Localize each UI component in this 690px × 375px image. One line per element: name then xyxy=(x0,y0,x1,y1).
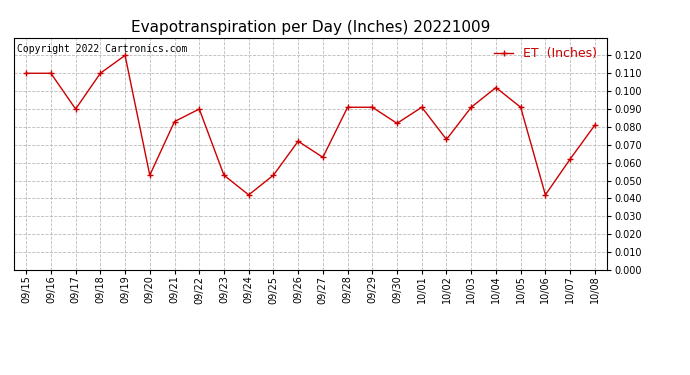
ET  (Inches) xyxy=(294,139,302,144)
ET  (Inches) xyxy=(121,53,129,58)
ET  (Inches) xyxy=(442,137,451,142)
ET  (Inches) xyxy=(244,193,253,197)
ET  (Inches) xyxy=(591,123,599,128)
ET  (Inches) xyxy=(22,71,30,75)
ET  (Inches) xyxy=(195,107,204,111)
Text: Copyright 2022 Cartronics.com: Copyright 2022 Cartronics.com xyxy=(17,45,187,54)
ET  (Inches) xyxy=(393,121,401,126)
ET  (Inches) xyxy=(47,71,55,75)
ET  (Inches) xyxy=(146,173,154,177)
ET  (Inches) xyxy=(417,105,426,110)
Line: ET  (Inches): ET (Inches) xyxy=(23,52,598,198)
Title: Evapotranspiration per Day (Inches) 20221009: Evapotranspiration per Day (Inches) 2022… xyxy=(131,20,490,35)
ET  (Inches) xyxy=(96,71,104,75)
ET  (Inches) xyxy=(541,193,549,197)
ET  (Inches) xyxy=(517,105,525,110)
Legend: ET  (Inches): ET (Inches) xyxy=(491,44,601,64)
ET  (Inches) xyxy=(344,105,352,110)
ET  (Inches) xyxy=(72,107,80,111)
ET  (Inches) xyxy=(467,105,475,110)
ET  (Inches) xyxy=(170,119,179,124)
ET  (Inches) xyxy=(368,105,377,110)
ET  (Inches) xyxy=(269,173,277,177)
ET  (Inches) xyxy=(220,173,228,177)
ET  (Inches) xyxy=(492,86,500,90)
ET  (Inches) xyxy=(319,155,327,160)
ET  (Inches) xyxy=(566,157,574,161)
